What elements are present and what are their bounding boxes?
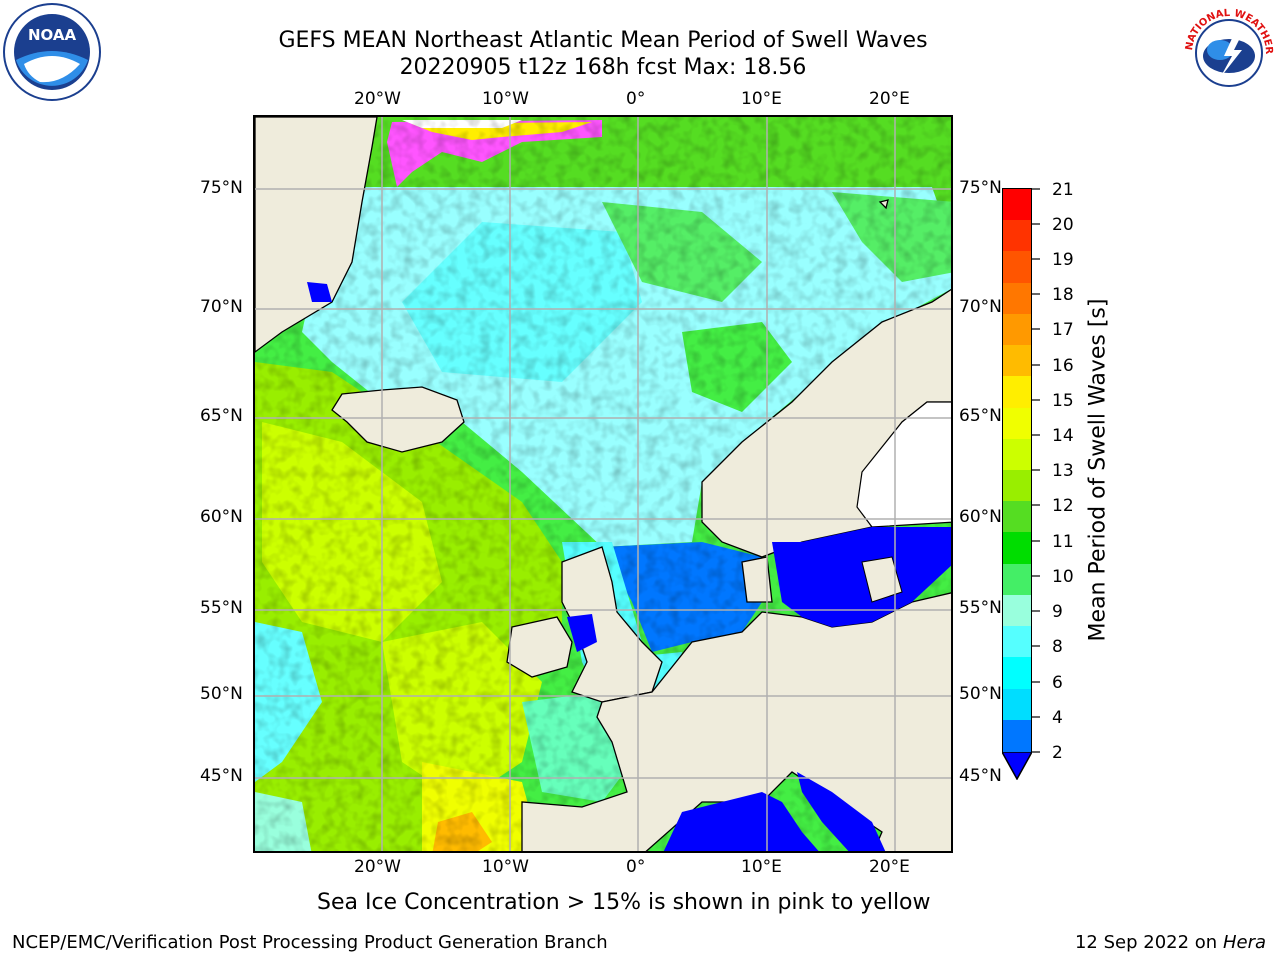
colorbar-tick-marks	[1032, 188, 1040, 753]
noaa-logo-text: NOAA	[28, 26, 77, 44]
title-line-2: 20220905 t12z 168h fcst Max: 18.56	[399, 55, 807, 80]
lat-label-left: 65°N	[200, 406, 243, 426]
lon-label-top: 20°W	[354, 89, 401, 109]
colorbar-segment	[1003, 313, 1031, 346]
lat-label-left: 75°N	[200, 178, 243, 198]
lon-label-bottom: 20°E	[869, 857, 910, 877]
colorbar-segment	[1003, 220, 1031, 253]
lon-label-top: 0°	[626, 89, 646, 109]
swell-period-map	[255, 117, 951, 851]
colorbar-tick: 13	[1052, 461, 1074, 481]
colorbar-segment	[1003, 407, 1031, 440]
colorbar-segment	[1003, 626, 1031, 658]
colorbar-tick: 11	[1052, 532, 1074, 552]
colorbar-tick: 20	[1052, 215, 1074, 235]
colorbar-segment	[1003, 688, 1031, 721]
footer-date: 12 Sep 2022 on Hera	[1075, 932, 1266, 953]
colorbar-segment	[1003, 501, 1031, 534]
colorbar-segment	[1003, 189, 1031, 221]
graticule	[255, 117, 951, 851]
lat-label-left: 50°N	[200, 684, 243, 704]
title-line-1: GEFS MEAN Northeast Atlantic Mean Period…	[278, 28, 928, 53]
mediterranean-field	[663, 792, 819, 851]
lon-label-bottom: 10°E	[741, 857, 782, 877]
denmark	[741, 556, 773, 603]
colorbar-segment	[1003, 438, 1031, 471]
colorbar-tick: 4	[1052, 708, 1063, 728]
lon-label-top: 10°W	[482, 89, 529, 109]
colorbar-segment	[1003, 251, 1031, 284]
sea-ice-caption: Sea Ice Concentration > 15% is shown in …	[317, 890, 931, 915]
colorbar-tick: 9	[1052, 602, 1063, 622]
lat-label-right: 70°N	[959, 297, 1002, 317]
colorbar-segment	[1003, 563, 1031, 596]
lat-label-left: 55°N	[200, 598, 243, 618]
lat-label-right: 45°N	[959, 766, 1002, 786]
colorbar-tick: 2	[1052, 743, 1063, 763]
continental-europe	[521, 592, 951, 851]
colorbar-tick: 19	[1052, 250, 1074, 270]
lon-label-bottom: 10°W	[482, 857, 529, 877]
colorbar-tick: 10	[1052, 567, 1074, 587]
colorbar	[1002, 188, 1032, 753]
colorbar-tick: 21	[1052, 180, 1074, 200]
colorbar-tick: 6	[1052, 673, 1063, 693]
lat-label-left: 60°N	[200, 507, 243, 527]
lat-label-right: 60°N	[959, 507, 1002, 527]
colorbar-tick: 16	[1052, 356, 1074, 376]
lat-label-right: 55°N	[959, 598, 1002, 618]
colorbar-tick: 17	[1052, 320, 1074, 340]
colorbar-segment	[1003, 657, 1031, 690]
footer-system: Hera	[1222, 932, 1266, 953]
colorbar-segment	[1003, 719, 1031, 752]
lon-label-bottom: 0°	[626, 857, 646, 877]
colorbar-segment	[1003, 376, 1031, 409]
colorbar-tick: 8	[1052, 637, 1063, 657]
colorbar-segment	[1003, 594, 1031, 627]
colorbar-tick: 12	[1052, 496, 1074, 516]
lon-label-top: 10°E	[741, 89, 782, 109]
colorbar-tick: 14	[1052, 426, 1074, 446]
lat-label-right: 75°N	[959, 178, 1002, 198]
lon-label-top: 20°E	[869, 89, 910, 109]
ireland	[506, 616, 573, 678]
lat-label-left: 70°N	[200, 297, 243, 317]
greenland	[255, 117, 378, 353]
colorbar-segment	[1003, 345, 1031, 377]
nws-logo: NATIONAL WEATHER SERVICE	[1176, 0, 1278, 102]
landmass	[255, 117, 951, 851]
lon-label-bottom: 20°W	[354, 857, 401, 877]
colorbar-tick: 15	[1052, 391, 1074, 411]
noaa-logo: NOAA	[2, 2, 102, 102]
map-panel	[253, 115, 953, 853]
colorbar-tick: 18	[1052, 285, 1074, 305]
colorbar-segment	[1003, 282, 1031, 315]
lat-label-left: 45°N	[200, 766, 243, 786]
colorbar-segment	[1003, 470, 1031, 502]
lat-label-right: 50°N	[959, 684, 1002, 704]
colorbar-segment	[1003, 532, 1031, 565]
lat-label-right: 65°N	[959, 406, 1002, 426]
colorbar-label: Mean Period of Swell Waves [s]	[1085, 298, 1111, 642]
footer-branch: NCEP/EMC/Verification Post Processing Pr…	[12, 932, 608, 953]
colorbar-extend-arrow	[1000, 751, 1034, 781]
baltic-sea-field	[772, 527, 951, 627]
footer-date-text: 12 Sep 2022 on	[1074, 932, 1218, 953]
